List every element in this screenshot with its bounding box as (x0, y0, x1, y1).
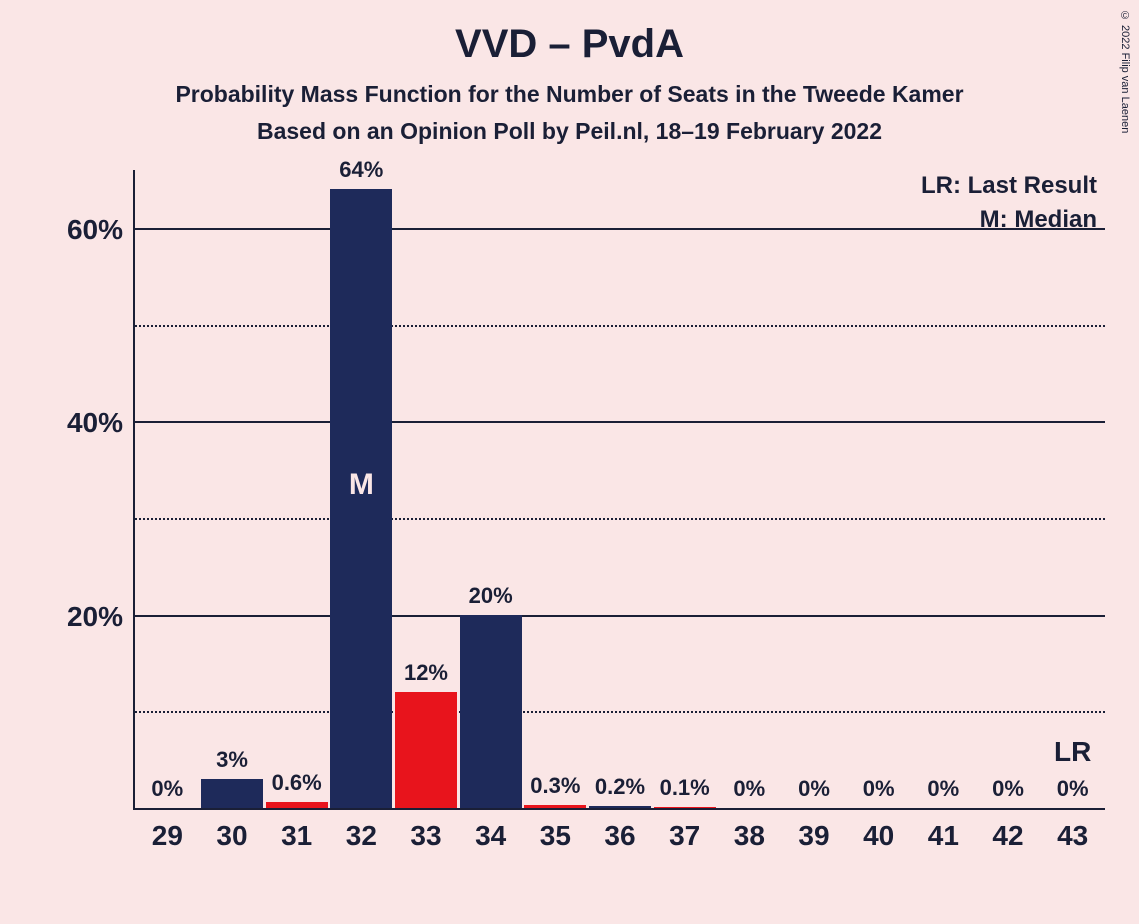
x-tick-label: 32 (346, 808, 377, 852)
plot-area: LR: Last Result M: Median 20%40%60%0%293… (133, 170, 1105, 810)
bar-value-label: 0% (927, 776, 959, 808)
bar-value-label: 0.6% (272, 770, 322, 802)
x-tick-label: 34 (475, 808, 506, 852)
x-tick-label: 29 (152, 808, 183, 852)
gridline-minor (135, 711, 1105, 713)
x-tick-label: 33 (410, 808, 441, 852)
copyright-text: © 2022 Filip van Laenen (1119, 10, 1131, 133)
bar: 20% (460, 615, 522, 808)
gridline-major: 40% (135, 421, 1105, 423)
x-tick-label: 37 (669, 808, 700, 852)
bar-value-label: 0.2% (595, 774, 645, 806)
last-result-marker: LR (1054, 736, 1091, 768)
y-tick-label: 40% (67, 407, 135, 439)
bar-value-label: 3% (216, 747, 248, 779)
chart-container: LR: Last Result M: Median 20%40%60%0%293… (55, 170, 1105, 870)
bar: 3% (201, 779, 263, 808)
y-tick-label: 60% (67, 214, 135, 246)
y-tick-label: 20% (67, 601, 135, 633)
x-tick-label: 31 (281, 808, 312, 852)
bar-value-label: 0.1% (660, 775, 710, 807)
median-marker: M (349, 468, 374, 502)
bar-value-label: 0% (733, 776, 765, 808)
bar-value-label: 64% (339, 157, 383, 189)
gridline-minor (135, 325, 1105, 327)
bar-value-label: 0% (863, 776, 895, 808)
x-tick-label: 40 (863, 808, 894, 852)
x-tick-label: 41 (928, 808, 959, 852)
bar-value-label: 0% (992, 776, 1024, 808)
bar-value-label: 0% (798, 776, 830, 808)
x-tick-label: 38 (734, 808, 765, 852)
bar-value-label: 12% (404, 660, 448, 692)
bar-value-label: 20% (469, 583, 513, 615)
gridline-minor (135, 518, 1105, 520)
bar-value-label: 0% (151, 776, 183, 808)
x-tick-label: 39 (798, 808, 829, 852)
x-tick-label: 35 (540, 808, 571, 852)
x-tick-label: 30 (216, 808, 247, 852)
subtitle-2: Based on an Opinion Poll by Peil.nl, 18–… (0, 118, 1139, 145)
bar: 12% (395, 692, 457, 808)
gridline-major: 60% (135, 228, 1105, 230)
x-tick-label: 43 (1057, 808, 1088, 852)
main-title: VVD – PvdA (0, 22, 1139, 67)
bar-value-label: 0% (1057, 776, 1089, 808)
legend-last-result: LR: Last Result (921, 172, 1097, 200)
x-tick-label: 36 (604, 808, 635, 852)
gridline-major: 20% (135, 615, 1105, 617)
x-tick-label: 42 (992, 808, 1023, 852)
bar: 64%M (330, 189, 392, 808)
subtitle-1: Probability Mass Function for the Number… (0, 81, 1139, 108)
title-block: VVD – PvdA Probability Mass Function for… (0, 0, 1139, 145)
bar-value-label: 0.3% (530, 773, 580, 805)
